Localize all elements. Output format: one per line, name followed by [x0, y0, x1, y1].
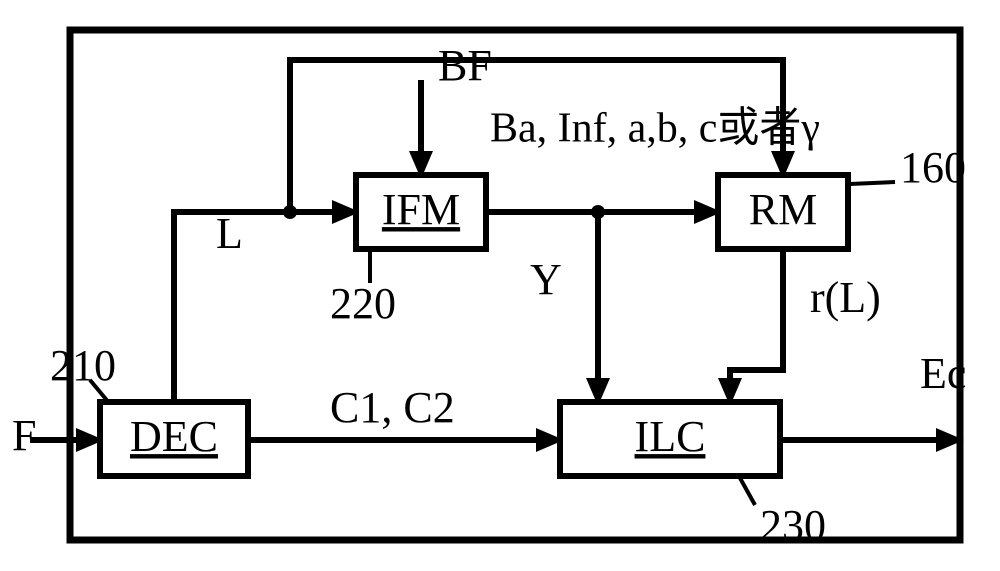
block-label-rm: RM	[749, 185, 817, 234]
label-Y: Y	[530, 255, 562, 304]
label-L: L	[216, 209, 243, 258]
label-rL: r(L)	[810, 273, 881, 322]
wire-RM_down_rL	[730, 249, 783, 402]
block-label-dec: DEC	[130, 412, 218, 461]
refnum-n220: 220	[330, 279, 396, 328]
label-top: Ba, Inf, a,b, c或者γ	[490, 106, 820, 152]
refnum-n230: 230	[760, 501, 826, 550]
block-diagram: DEC ILC IFM RM F Ec BF L Y C1, C2 r(L) Ba, Inf, a,…	[0, 0, 1000, 571]
refnum-n160: 160	[900, 143, 966, 192]
junction-L	[283, 205, 297, 219]
refline-n160	[850, 182, 895, 184]
refnum-n210: 210	[50, 341, 116, 390]
label-Ec: Ec	[920, 349, 966, 398]
label-BF: BF	[438, 41, 492, 90]
block-label-ifm: IFM	[382, 185, 460, 234]
junction-Y	[591, 205, 605, 219]
label-C1C2: C1, C2	[330, 383, 455, 432]
label-F: F	[12, 411, 36, 460]
block-label-ilc: ILC	[635, 412, 706, 461]
refline-n230	[740, 478, 755, 505]
